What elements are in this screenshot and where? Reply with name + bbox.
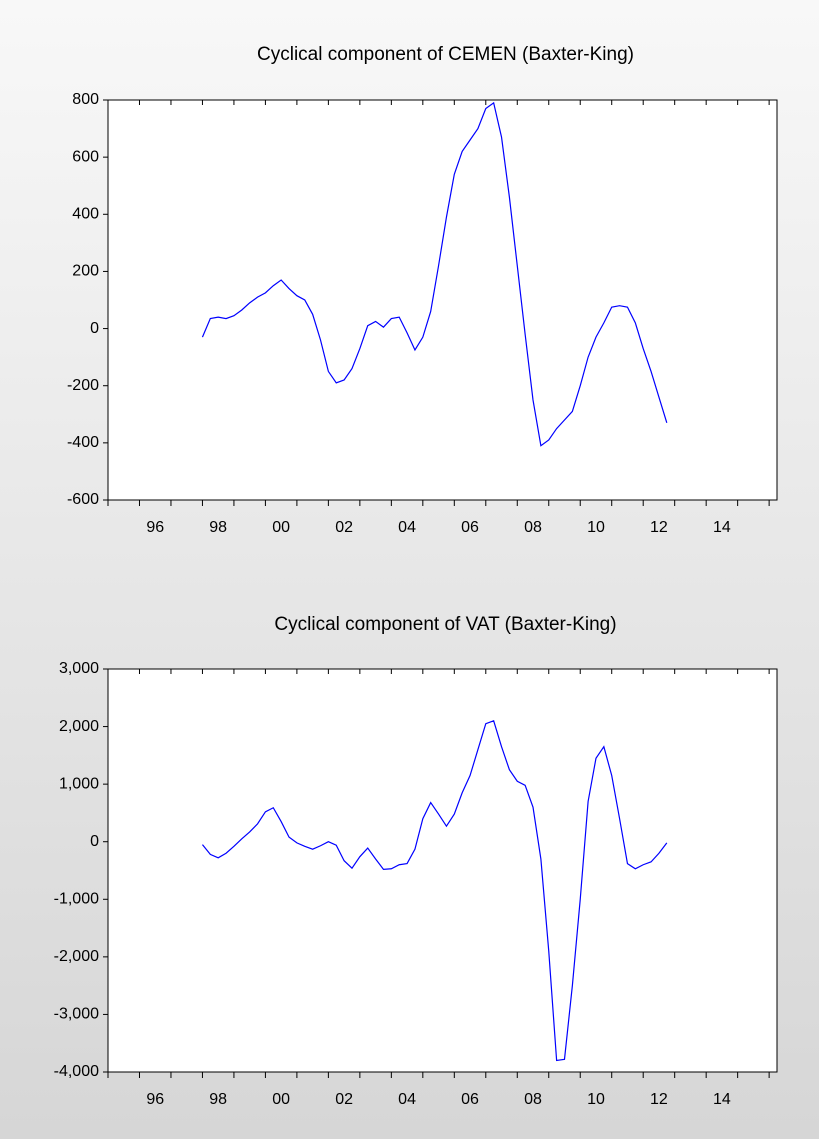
y-tick-label: -2,000 (54, 948, 99, 965)
x-tick-label: 98 (209, 1091, 227, 1108)
y-tick-label: 600 (72, 148, 99, 165)
y-tick-label: 800 (72, 91, 99, 108)
x-tick-label: 06 (461, 519, 479, 536)
y-tick-label: 200 (72, 263, 99, 280)
y-tick-label: 2,000 (59, 718, 99, 735)
y-tick-label: 0 (90, 320, 99, 337)
x-tick-label: 12 (650, 1091, 668, 1108)
x-tick-label: 96 (146, 519, 164, 536)
x-tick-label: 08 (524, 519, 542, 536)
y-tick-label: 1,000 (59, 775, 99, 792)
y-tick-label: -1,000 (54, 891, 99, 908)
x-tick-label: 02 (335, 1091, 353, 1108)
x-tick-label: 12 (650, 519, 668, 536)
x-tick-label: 04 (398, 519, 416, 536)
plot-area (107, 99, 778, 501)
chart-title: Cyclical component of VAT (Baxter-King) (274, 614, 616, 635)
y-tick-label: -400 (67, 434, 99, 451)
y-tick-label: -200 (67, 377, 99, 394)
x-tick-label: 96 (146, 1091, 164, 1108)
y-tick-label: 0 (90, 833, 99, 850)
x-tick-label: 98 (209, 519, 227, 536)
x-tick-label: 14 (713, 1091, 731, 1108)
y-tick-label: -4,000 (54, 1063, 99, 1080)
y-tick-label: -600 (67, 491, 99, 508)
y-tick-label: -3,000 (54, 1006, 99, 1023)
plot-area (107, 668, 778, 1073)
x-tick-label: 10 (587, 1091, 605, 1108)
x-tick-label: 06 (461, 1091, 479, 1108)
x-tick-label: 04 (398, 1091, 416, 1108)
data-line (201, 720, 668, 1062)
y-tick-label: 3,000 (59, 660, 99, 677)
x-tick-label: 02 (335, 519, 353, 536)
x-tick-label: 14 (713, 519, 731, 536)
data-line (201, 101, 668, 447)
x-tick-label: 00 (272, 519, 290, 536)
x-tick-label: 08 (524, 1091, 542, 1108)
y-tick-label: 400 (72, 206, 99, 223)
chart-title: Cyclical component of CEMEN (Baxter-King… (257, 44, 634, 65)
x-tick-label: 00 (272, 1091, 290, 1108)
x-tick-label: 10 (587, 519, 605, 536)
